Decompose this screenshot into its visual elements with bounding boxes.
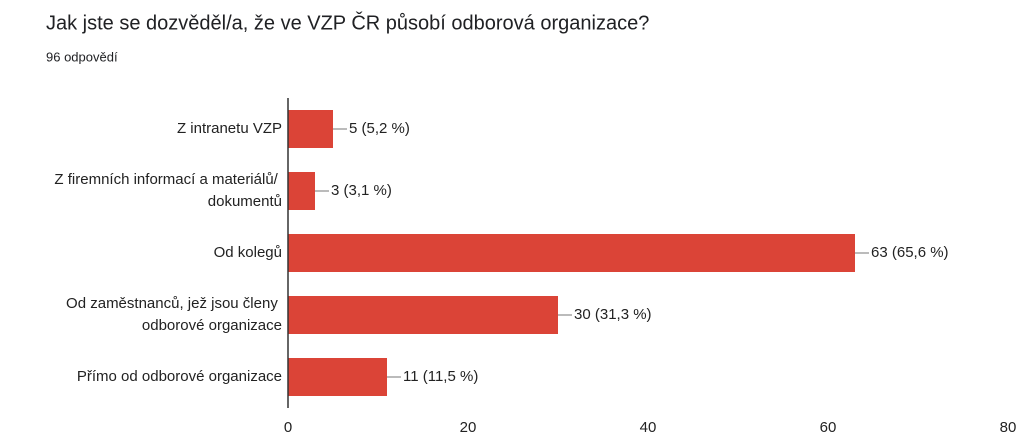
value-label: 63 (65,6 %) — [871, 244, 949, 261]
bar — [288, 172, 315, 210]
chart-title: Jak jste se dozvěděl/a, že ve VZP ČR půs… — [46, 11, 649, 34]
bar — [288, 296, 558, 334]
chart-subtitle: 96 odpovědí — [46, 49, 118, 64]
bar — [288, 110, 333, 148]
value-label: 11 (11,5 %) — [403, 368, 478, 385]
value-label: 3 (3,1 %) — [331, 182, 392, 199]
value-label: 30 (31,3 %) — [574, 306, 652, 323]
y-tick-label: Přímo od odborové organizace — [77, 368, 282, 385]
y-tick-label: Od zaměstnanců, jež jsou členy odborové … — [66, 295, 282, 334]
x-tick-label: 60 — [820, 419, 837, 435]
value-label: 5 (5,2 %) — [349, 120, 410, 137]
x-tick-label: 0 — [284, 419, 292, 435]
x-tick-label: 80 — [1000, 419, 1017, 435]
y-tick-label: Z intranetu VZP — [177, 120, 282, 137]
bar — [288, 358, 387, 396]
y-tick-label: Od kolegů — [214, 244, 282, 261]
x-tick-label: 40 — [640, 419, 657, 435]
x-tick-label: 20 — [460, 419, 477, 435]
bar — [288, 234, 855, 272]
y-tick-label: Z firemních informací a materiálů/ dokum… — [54, 171, 282, 210]
